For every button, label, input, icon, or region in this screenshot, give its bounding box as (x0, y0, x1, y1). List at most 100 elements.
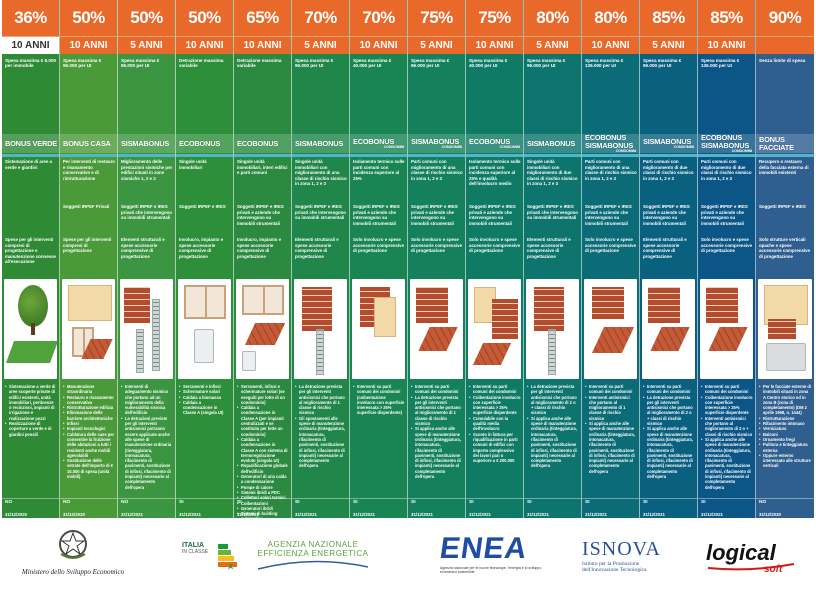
list-item: Sistemi di building automation (237, 511, 289, 518)
max-spend-text: Spesa massima € 136.000 per UI (585, 58, 624, 69)
list-item: Caldaia a condensazione in Classe A con … (237, 437, 289, 463)
bonus-name: SISMABONUS CONDOMINI (640, 134, 697, 153)
intervention-illustration (352, 279, 405, 379)
scope-text: Solo involucro e spese accessorie compre… (469, 237, 521, 254)
intervention-list: Serramenti, infissi e schermature solari… (237, 384, 289, 518)
bonus-name-label: BONUS CASA (63, 138, 111, 148)
cession-flag: SI (469, 500, 474, 505)
list-item: Eliminazione delle barriere architettoni… (63, 410, 115, 421)
divider (524, 498, 581, 499)
subjects-text: Soggetti IRPEF e IRES privati e aziende … (643, 204, 690, 226)
bonus-column: 65% 10 ANNI Detrazione massima variabile… (234, 0, 292, 518)
cession-flag: SI (179, 500, 184, 505)
tree-icon (18, 285, 48, 327)
list-item: Ristrutturazione (759, 416, 812, 422)
description-text: Isolamento termico sulle parti comuni co… (469, 159, 521, 187)
deadline-date: 31/12/2020 (759, 512, 781, 517)
intervention-illustration (120, 279, 173, 379)
percent-header: 75% (408, 0, 465, 36)
list-item: Per le facciate esterne di immobili situ… (759, 384, 812, 416)
description-text: Singole unità immobiliari (179, 159, 207, 170)
bonus-name-label: SISMABONUS (411, 136, 460, 146)
list-item: Si applica anche alle spese di manutenzi… (585, 421, 637, 474)
list-item: Coibentazioni (237, 501, 289, 507)
divider (698, 498, 755, 499)
term-label: 5 ANNI (408, 36, 465, 54)
energy-bars-icon (218, 544, 240, 570)
list-item: Sostituzione delle vetrate dell'importo … (63, 458, 115, 479)
bonus-name-sub: CONDOMINI (673, 145, 695, 150)
max-spend-text: Spesa massima € 96.000 per UI (411, 58, 450, 69)
scope-text: Solo strutture verticali opache e spese … (759, 237, 811, 259)
isnova-sub1: Istituto per la Promozione (582, 561, 640, 567)
insulation-panel-icon (374, 297, 396, 337)
description-text: Singole unità immobiliari con migliorame… (295, 159, 347, 187)
bonus-column: 85% 10 ANNI Spesa massima € 136.000 per … (698, 0, 756, 518)
list-item: Manutenzione straordinaria (63, 384, 115, 395)
subjects-text: Soggetti IRPEF e IRES (759, 204, 806, 209)
bonus-name: ECOBONUS (234, 134, 291, 153)
list-item: Impianti tecnologici (63, 426, 115, 432)
bonus-name: ECOBONUS (176, 134, 233, 153)
intervention-list: Interventi di adeguamento sismico che po… (121, 384, 173, 490)
divider (524, 154, 581, 157)
divider (350, 154, 407, 157)
boiler-icon (242, 351, 256, 371)
subjects-text: Soggetti IRPEF Privati (63, 204, 110, 209)
republic-emblem-icon (59, 530, 87, 559)
bonus-name: BONUS CASA (60, 134, 117, 153)
column-body: Detrazione massima variabile ECOBONUS Si… (176, 54, 233, 518)
deadline-date: 31/12/2021 (643, 512, 665, 517)
brick-wall-icon (124, 287, 150, 323)
divider (118, 154, 175, 157)
brick-wall-icon (648, 287, 680, 323)
logical-soft-logo: logical soft (706, 540, 806, 580)
window-icon (184, 285, 226, 319)
italia-text: ITALIA (182, 542, 205, 549)
agency-logo: AGENZIA NAZIONALE EFFICIENZA ENERGETICA (248, 540, 378, 585)
list-item: Realizzazione di coperture a verde e di … (5, 421, 57, 437)
cession-flag: SI (295, 500, 300, 505)
percent-header: 70% (350, 0, 407, 36)
list-item: Caldaia a condensazione in Classe A (per… (237, 405, 289, 437)
roof-tiles-icon (418, 327, 458, 351)
scope-text: Elementi strutturali e spese accessorie … (643, 237, 687, 259)
list-item: Balconi (759, 432, 812, 438)
term-label: 5 ANNI (292, 36, 349, 54)
divider (176, 498, 233, 499)
list-item: Infissi (63, 421, 115, 427)
term-label: 10 ANNI (582, 36, 639, 54)
logo-footer: Ministero dello Sviluppo Economico ITALI… (0, 520, 816, 592)
scope-text: Spese per gli interventi compresi di pro… (63, 237, 112, 254)
ministry-logo: Ministero dello Sviluppo Economico (18, 528, 128, 588)
brick-wall-icon (492, 299, 518, 339)
scope-text: Elementi strutturali e spese accessorie … (295, 237, 339, 259)
percent-header: 85% (640, 0, 697, 36)
list-item: Serramenti e infissi (179, 384, 231, 390)
rebar-pillar-icon (316, 329, 324, 375)
scope-text: Solo involucro e spese accessorie compre… (585, 237, 637, 254)
column-body: Spesa massima € 136.000 per UI ECOBONUS … (698, 54, 755, 518)
intervention-illustration (236, 279, 289, 379)
list-item: Sistemazione a verde di aree scoperte pr… (5, 384, 57, 421)
list-item: Le detrazioni previste per gli intervent… (121, 416, 173, 490)
list-item: Generatori di aria calda a condensazione (237, 474, 289, 485)
bonus-name: ECOBONUS CONDOMINI (350, 134, 407, 153)
cession-flag: NO (63, 500, 71, 505)
bonus-name: SISMABONUS (524, 134, 581, 153)
deadline-date: 31/12/2020 (63, 512, 85, 517)
divider (234, 498, 291, 499)
scope-text: Solo involucro e spese accessorie compre… (353, 237, 405, 254)
term-label: 10 ANNI (350, 36, 407, 54)
list-item: Schermature solari (179, 389, 231, 395)
subjects-text: Soggetti IRPEF e IRES privati e aziende … (469, 204, 516, 226)
list-item: Ristrutturazione edilizia (63, 405, 115, 411)
ministry-name: Ministero dello Sviluppo Economico (21, 568, 125, 576)
bonus-name-label: ECOBONUS (469, 136, 511, 146)
max-spend-text: Spesa massima € 96.000 per UI (643, 58, 682, 69)
list-item: Pulitura e tinteggiatura esterna (759, 442, 812, 453)
column-body: Senza limite di spesa BONUS FACCIATE Rec… (756, 54, 814, 518)
scope-text: Solo involucro e spese accessorie compre… (411, 237, 463, 254)
scope-text: Elementi strutturali e spese accessorie … (121, 237, 165, 259)
roof-tiles-icon (708, 327, 748, 351)
